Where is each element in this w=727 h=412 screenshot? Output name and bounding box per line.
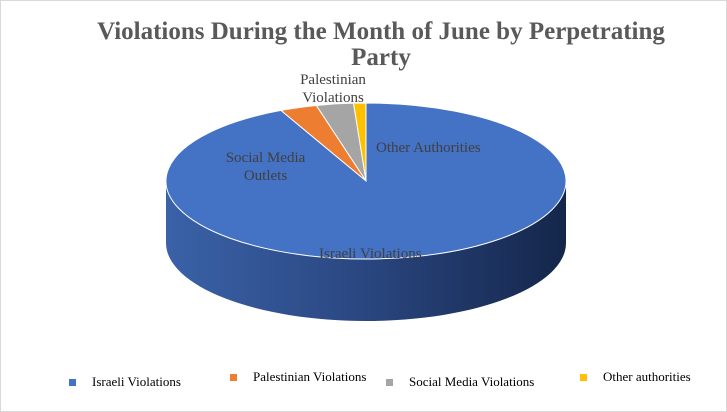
- legend-swatch: [230, 373, 237, 381]
- chart-title: Violations During the Month of June by P…: [97, 18, 665, 71]
- pie-slice-israeli-violations: [165, 102, 567, 260]
- legend-item-social-media: Social Media Violations: [386, 374, 534, 390]
- legend-label: Social Media Violations: [409, 374, 535, 389]
- data-label-israeli: Israeli Violations: [319, 246, 422, 262]
- legend-label: Other authorities: [603, 369, 691, 384]
- legend-swatch: [69, 378, 76, 386]
- data-label-social-media: Social Media Outlets: [225, 150, 306, 184]
- legend-swatch: [580, 373, 587, 381]
- legend-label: Israeli Violations: [92, 374, 181, 389]
- data-label-other: Other Authorities: [376, 140, 481, 156]
- legend-item-palestinian: Palestinian Violations: [230, 369, 366, 385]
- data-label-palestinian: Palestinian Violations: [300, 72, 366, 106]
- legend-item-israeli: Israeli Violations: [69, 374, 181, 390]
- legend-item-other: Other authorities: [580, 369, 691, 385]
- legend-label: Palestinian Violations: [253, 369, 367, 384]
- pie-side-israeli: [166, 181, 566, 321]
- legend-swatch: [386, 378, 393, 386]
